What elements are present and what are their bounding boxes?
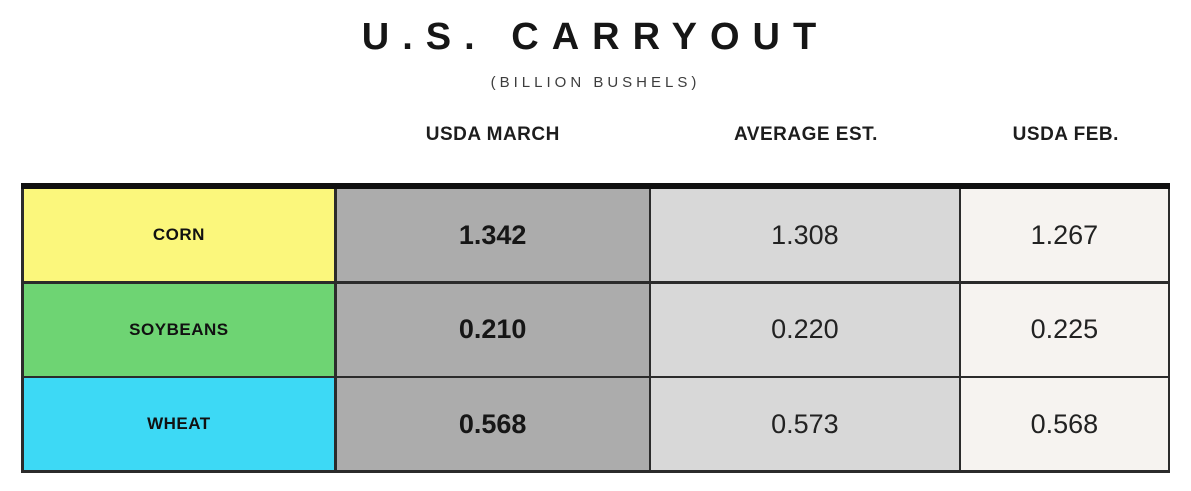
soybeans-average-est-value: 0.220	[651, 283, 959, 376]
soybeans-usda-feb-value: 0.225	[961, 283, 1168, 376]
wheat-usda-march-value: 0.568	[336, 378, 649, 470]
wheat-usda-feb-value: 0.568	[961, 378, 1168, 470]
corn-usda-feb-value: 1.267	[961, 189, 1168, 281]
wheat-average-est-value: 0.573	[651, 378, 959, 470]
page-subtitle: (BILLION BUSHELS)	[490, 74, 701, 91]
page-title: U.S. CARRYOUT	[361, 16, 830, 58]
row-label-wheat: WHEAT	[23, 378, 335, 470]
column-header-usda-feb: USDA FEB.	[1012, 124, 1119, 145]
column-header-usda-march: USDA MARCH	[425, 124, 560, 145]
column-header-average-est: AVERAGE EST.	[733, 124, 878, 145]
row-label-corn: CORN	[23, 189, 335, 281]
soybeans-usda-march-value: 0.210	[336, 283, 649, 376]
carryout-table: CORN 1.342 1.308 1.267 SOYBEANS 0.210 0.…	[21, 183, 1170, 473]
corn-usda-march-value: 1.342	[336, 189, 649, 281]
row-label-column-spacer	[21, 124, 335, 146]
row-label-soybeans: SOYBEANS	[23, 283, 335, 376]
corn-average-est-value: 1.308	[651, 189, 959, 281]
column-headers: USDA MARCH AVERAGE EST. USDA FEB.	[21, 124, 1170, 146]
